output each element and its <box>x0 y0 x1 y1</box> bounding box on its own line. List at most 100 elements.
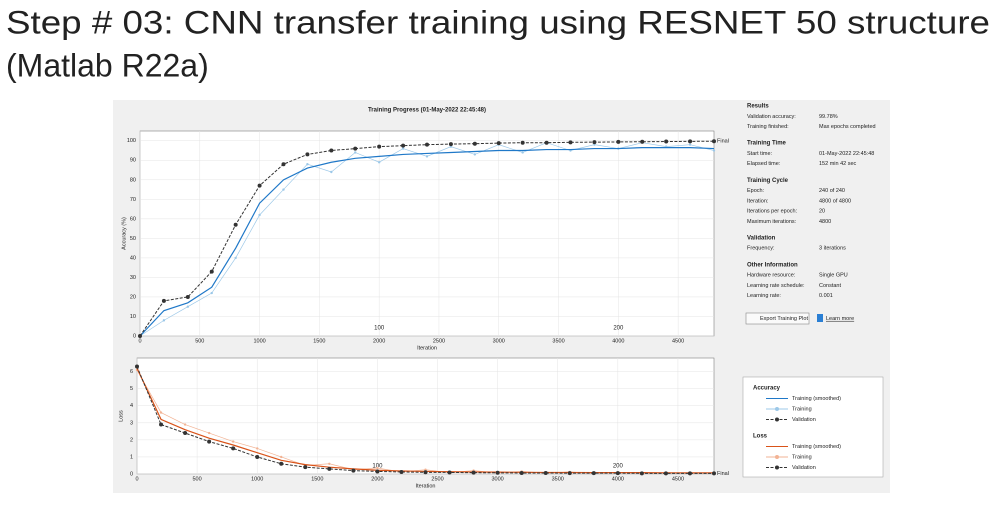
point <box>687 471 692 476</box>
info-value: Max epochs completed <box>819 124 876 130</box>
point <box>183 431 188 436</box>
epoch-label: 200 <box>613 464 624 470</box>
point <box>328 462 331 465</box>
chart-title: Training Progress (01-May-2022 22:45:48) <box>368 108 486 114</box>
point <box>688 139 693 144</box>
x-tick-label: 4500 <box>672 338 684 344</box>
section-heading: Other Information <box>747 262 798 268</box>
point <box>663 471 668 476</box>
point <box>568 140 573 145</box>
point <box>162 319 166 322</box>
point <box>495 470 500 475</box>
y-tick-label: 3 <box>130 420 133 426</box>
info-value: 01-May-2022 22:45:48 <box>819 151 874 157</box>
y-tick-label: 90 <box>130 158 136 164</box>
help-icon <box>817 314 823 322</box>
point <box>351 468 356 473</box>
x-tick-label: 0 <box>138 338 141 344</box>
x-tick-label: 2000 <box>371 476 383 482</box>
point <box>544 140 549 145</box>
point <box>376 466 379 470</box>
point <box>282 188 285 191</box>
slide-subtitle: (Matlab R22a) <box>6 47 209 83</box>
y-tick-label: 4 <box>130 403 133 409</box>
series-line <box>139 146 715 337</box>
point <box>520 140 525 145</box>
y-tick-label: 2 <box>130 437 133 443</box>
x-axis-label: Iteration <box>416 483 436 489</box>
x-tick-label: 1500 <box>313 338 325 344</box>
x-tick-label: 2500 <box>431 476 443 482</box>
plot-area <box>139 130 715 337</box>
point <box>425 155 429 158</box>
y-tick-label: 80 <box>130 177 136 183</box>
point <box>664 139 669 144</box>
y-tick-label: 5 <box>130 386 133 392</box>
point <box>281 162 286 167</box>
info-label: Learning rate schedule: <box>747 283 805 289</box>
point <box>231 440 235 443</box>
point <box>207 439 212 444</box>
export-button-label[interactable]: Export Training Plot <box>760 316 808 322</box>
legend-title: Loss <box>753 434 768 440</box>
legend-label: Training (smoothed) <box>792 444 841 450</box>
slide-title: Step # 03: CNN transfer training using R… <box>6 4 990 40</box>
x-tick-label: 3000 <box>493 338 505 344</box>
point <box>257 183 262 188</box>
info-label: Iteration: <box>747 198 769 204</box>
x-axis-label: Iteration <box>417 345 437 351</box>
x-tick-label: 1500 <box>311 476 323 482</box>
point <box>327 466 332 471</box>
point <box>258 213 261 217</box>
learn-more-link[interactable]: Learn more <box>826 316 854 322</box>
point <box>519 470 524 475</box>
epoch-label: 100 <box>372 464 383 470</box>
point <box>233 222 238 227</box>
y-tick-label: 1 <box>130 454 133 460</box>
point <box>186 305 190 308</box>
legend-label: Training (smoothed) <box>792 396 841 402</box>
y-tick-label: 50 <box>130 236 136 242</box>
info-value: 152 min 42 sec <box>819 161 857 167</box>
point <box>159 411 163 414</box>
legend-label: Training <box>792 406 812 412</box>
point <box>161 298 166 303</box>
y-tick-label: 10 <box>130 314 136 320</box>
point <box>377 144 382 149</box>
point <box>210 291 213 295</box>
legend-marker <box>775 407 779 411</box>
section-heading: Training Cycle <box>747 178 789 184</box>
epoch-label: 100 <box>374 326 385 332</box>
point <box>640 139 645 144</box>
x-tick-label: 2500 <box>433 338 445 344</box>
y-tick-label: 60 <box>130 216 136 222</box>
end-label: Final <box>717 139 729 145</box>
x-tick-label: 4000 <box>612 338 624 344</box>
point <box>280 455 283 459</box>
section-heading: Training Time <box>747 141 787 147</box>
info-label: Elapsed time: <box>747 161 781 167</box>
export-button[interactable] <box>745 312 810 325</box>
legend-label: Training <box>792 454 812 460</box>
point <box>401 143 406 148</box>
point <box>207 431 211 435</box>
info-label: Frequency: <box>747 246 775 252</box>
info-label: Maximum iterations: <box>747 219 797 225</box>
y-tick-label: 6 <box>130 369 133 375</box>
x-tick-label: 3000 <box>492 476 504 482</box>
point <box>424 468 427 471</box>
point <box>473 153 477 156</box>
epoch-label: 200 <box>613 326 624 332</box>
x-tick-label: 500 <box>193 476 202 482</box>
point <box>639 471 644 476</box>
legend-title: Accuracy <box>753 386 781 392</box>
point <box>423 470 428 475</box>
y-tick-label: 20 <box>130 294 136 300</box>
info-label: Epoch: <box>747 188 765 194</box>
point <box>375 469 380 474</box>
info-value: 0.001 <box>819 293 833 299</box>
point <box>159 422 164 427</box>
x-tick-label: 1000 <box>253 338 265 344</box>
y-tick-label: 0 <box>133 333 136 339</box>
